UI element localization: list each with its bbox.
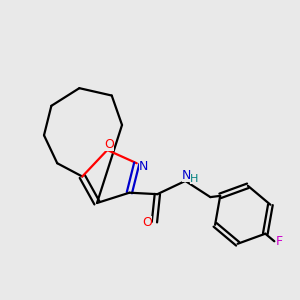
Text: N: N	[182, 169, 191, 182]
Text: O: O	[142, 216, 152, 229]
Text: H: H	[190, 174, 198, 184]
Text: O: O	[104, 138, 114, 151]
Text: F: F	[276, 235, 283, 248]
Text: N: N	[139, 160, 148, 173]
